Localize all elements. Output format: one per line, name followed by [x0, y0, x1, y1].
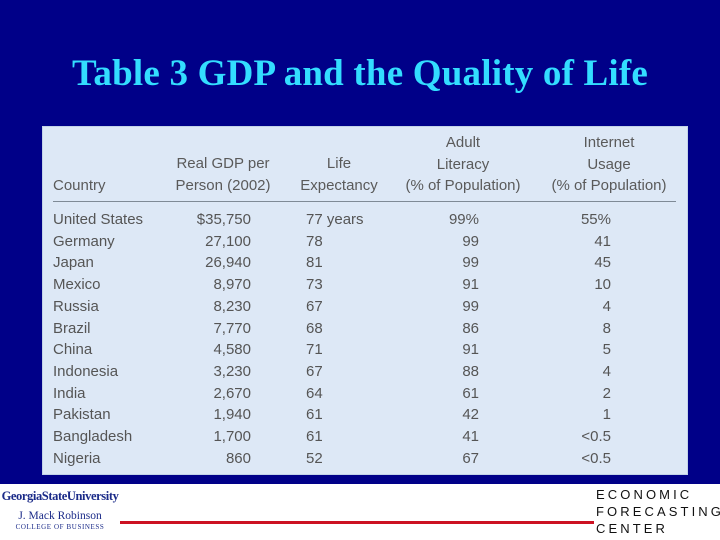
cell-internet: 2	[602, 384, 611, 402]
cell-gdp: 8,970	[213, 276, 251, 294]
cell-internet: 1	[602, 406, 611, 424]
cell-internet: 10	[594, 276, 611, 294]
cell-gdp: 1,700	[213, 428, 251, 445]
cell-internet: <0.5	[581, 449, 611, 467]
cell-literacy: 99	[462, 254, 479, 272]
cell-gdp: 860	[225, 449, 251, 467]
cell-internet: 45	[594, 254, 611, 272]
gsu-logo-school: J. Mack Robinson	[18, 510, 102, 522]
cell-internet: 5	[602, 341, 611, 359]
cell-literacy: 91	[462, 276, 479, 294]
cell-literacy: 99	[462, 232, 479, 250]
cell-internet: 55%	[580, 211, 611, 228]
cell-country: Russia	[53, 297, 99, 315]
header-gdp: Real GDP per Person (2002)	[175, 155, 271, 194]
cell-country: Pakistan	[53, 406, 111, 424]
cell-country: Mexico	[53, 276, 101, 294]
gsu-logo-college: COLLEGE OF BUSINESS	[15, 523, 105, 531]
cell-country: Indonesia	[53, 362, 119, 380]
cell-country: Nigeria	[53, 449, 101, 467]
cell-country: India	[53, 384, 86, 402]
header-divider	[53, 201, 676, 202]
cell-life-expectancy: 61	[306, 406, 323, 424]
footer-bar: GeorgiaStateUniversity J. Mack Robinson …	[0, 484, 720, 540]
cell-life-expectancy: 67	[306, 362, 323, 380]
cell-life-expectancy: 64	[306, 384, 323, 402]
cell-life-expectancy: 77 years	[306, 211, 364, 228]
cell-literacy: 99	[462, 297, 479, 315]
cell-internet: 4	[602, 362, 611, 380]
cell-gdp: 26,940	[205, 254, 251, 272]
header-life-expectancy: Life Expectancy	[300, 155, 378, 194]
cell-gdp: 8,230	[213, 297, 251, 315]
cell-gdp: 3,230	[213, 362, 251, 380]
cell-country: Germany	[53, 232, 115, 250]
cell-life-expectancy: 71	[306, 341, 323, 359]
efc-logo-line1: ECONOMIC	[596, 487, 693, 502]
cell-internet: 8	[602, 319, 611, 337]
cell-life-expectancy: 78	[306, 232, 323, 250]
footer-red-rule	[120, 521, 594, 524]
cell-country: Bangladesh	[53, 428, 133, 445]
slide-title: Table 3 GDP and the Quality of Life	[71, 53, 649, 94]
cell-country: Brazil	[53, 319, 91, 337]
data-table: Country Real GDP per Person (2002) Life …	[42, 126, 688, 475]
efc-logo-line3: CENTER	[596, 521, 669, 536]
header-country: Country	[53, 177, 106, 194]
cell-internet: 4	[602, 297, 611, 315]
header-adult-literacy: Adult Literacy (% of Population)	[405, 134, 521, 194]
cell-life-expectancy: 68	[306, 319, 323, 337]
cell-gdp: 1,940	[213, 406, 251, 424]
cell-gdp: 27,100	[205, 232, 251, 250]
cell-literacy: 61	[462, 384, 479, 402]
cell-life-expectancy: 67	[306, 297, 323, 315]
cell-literacy: 99%	[448, 211, 479, 228]
cell-literacy: 88	[462, 362, 479, 380]
gsu-logo: GeorgiaStateUniversity J. Mack Robinson …	[0, 486, 120, 538]
cell-life-expectancy: 61	[306, 428, 323, 445]
cell-country: United States	[53, 211, 144, 228]
cell-literacy: 91	[462, 341, 479, 359]
cell-life-expectancy: 81	[306, 254, 323, 272]
cell-internet: 41	[594, 232, 611, 250]
cell-literacy: 67	[462, 449, 479, 467]
cell-life-expectancy: 73	[306, 276, 323, 294]
cell-gdp: 4,580	[213, 341, 251, 359]
gsu-logo-name: GeorgiaStateUniversity	[1, 489, 119, 503]
cell-literacy: 42	[462, 406, 479, 424]
header-internet-usage: Internet Usage (% of Population)	[551, 134, 667, 194]
cell-life-expectancy: 52	[306, 449, 323, 467]
cell-country: China	[53, 341, 93, 359]
cell-literacy: 86	[462, 319, 479, 337]
cell-country: Japan	[53, 254, 94, 272]
efc-logo-line2: FORECASTING	[596, 504, 720, 519]
cell-gdp: 7,770	[213, 319, 251, 337]
cell-gdp: 2,670	[213, 384, 251, 402]
efc-logo: ECONOMIC FORECASTING CENTER	[594, 484, 720, 540]
cell-gdp: $35,750	[196, 211, 251, 228]
cell-literacy: 41	[462, 428, 479, 445]
cell-internet: <0.5	[581, 428, 611, 445]
